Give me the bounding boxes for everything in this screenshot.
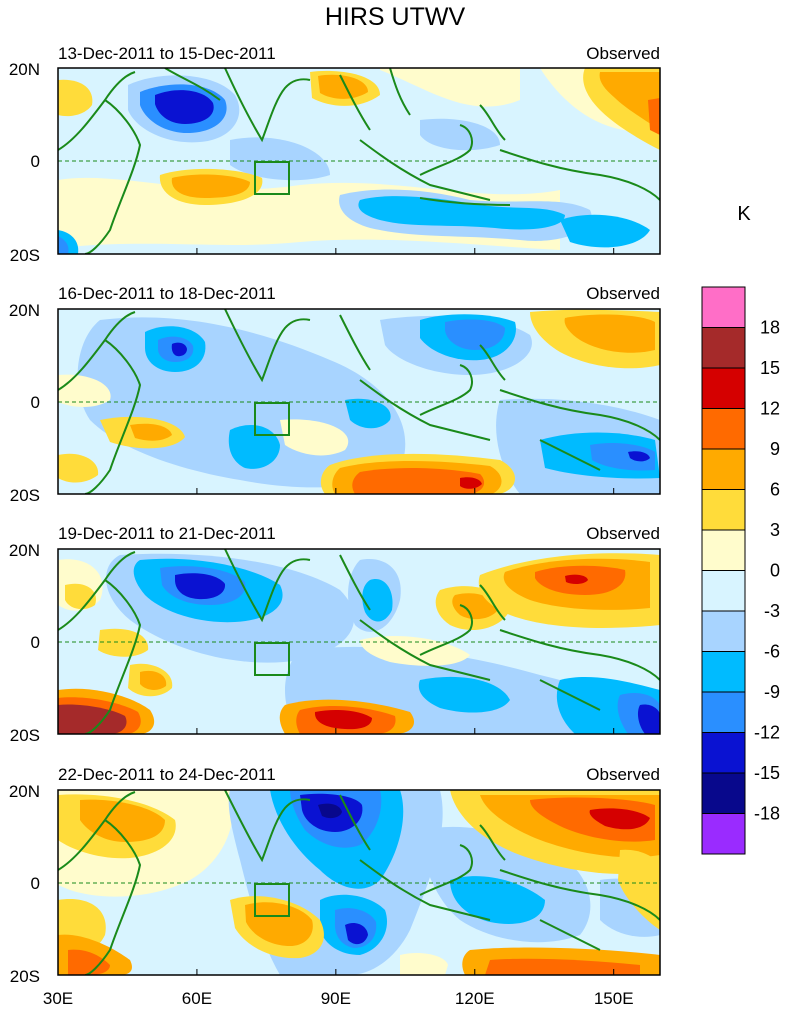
colorbar-label: 3 — [770, 520, 780, 540]
colorbar-swatch — [701, 448, 746, 490]
lon-label-150E: 150E — [594, 989, 634, 1008]
colorbar: 18 15 12 9 6 3 0 -3 -6 -9 -12 -15 -18 — [701, 286, 780, 855]
panel-2-lat-label-south: 20S — [10, 486, 40, 505]
panel-3-lat-label-equator: 0 — [31, 633, 40, 652]
colorbar-swatch — [701, 408, 746, 450]
panel-4-date-range: 22-Dec-2011 to 24-Dec-2011 — [58, 765, 276, 784]
panel-4-coastlines — [58, 790, 660, 975]
panel-1-anomaly-field — [58, 68, 660, 254]
colorbar-label: -9 — [764, 682, 780, 702]
colorbar-label: 18 — [760, 318, 780, 338]
panel-4-region-box — [254, 883, 290, 917]
colorbar-label: -12 — [754, 723, 780, 743]
panel-2: 16-Dec-2011 to 18-Dec-2011 Observed — [9, 284, 661, 505]
panel-3-region-box — [254, 642, 290, 676]
colorbar-swatch — [701, 367, 746, 409]
panel-2-lat-label-north: 20N — [9, 301, 40, 320]
panel-4-lat-label-north: 20N — [9, 782, 40, 801]
colorbar-swatch — [701, 489, 746, 531]
panel-1: 13-Dec-2011 to 15-Dec-2011 Observed — [9, 44, 661, 265]
colorbar-swatch — [701, 651, 746, 693]
longitude-axis: 30E 60E 90E 120E 150E — [43, 248, 634, 1008]
colorbar-label: 0 — [770, 561, 780, 581]
colorbar-label: -3 — [764, 601, 780, 621]
panel-3: 19-Dec-2011 to 21-Dec-2011 Observed — [9, 524, 661, 745]
panel-4: 22-Dec-2011 to 24-Dec-2011 Observed — [9, 765, 661, 986]
panel-3-date-range: 19-Dec-2011 to 21-Dec-2011 — [58, 524, 276, 543]
colorbar-swatch — [701, 529, 746, 571]
panel-2-region-box — [254, 402, 290, 436]
colorbar-swatch — [701, 691, 746, 733]
colorbar-label: -6 — [764, 642, 780, 662]
colorbar-swatch — [701, 327, 746, 369]
panel-1-lat-label-south: 20S — [10, 246, 40, 265]
colorbar-swatch — [701, 772, 746, 814]
lon-label-60E: 60E — [182, 989, 212, 1008]
panel-2-tag: Observed — [586, 284, 660, 303]
panel-3-coastlines — [58, 549, 660, 734]
colorbar-label: 6 — [770, 480, 780, 500]
lon-label-120E: 120E — [455, 989, 495, 1008]
panel-3-lat-label-south: 20S — [10, 726, 40, 745]
panel-3-lat-label-north: 20N — [9, 541, 40, 560]
panel-4-tag: Observed — [586, 765, 660, 784]
panel-1-lat-label-equator: 0 — [31, 152, 40, 171]
panel-1-date-range: 13-Dec-2011 to 15-Dec-2011 — [58, 44, 276, 63]
colorbar-label: 12 — [760, 399, 780, 419]
panel-2-lat-label-equator: 0 — [31, 393, 40, 412]
panel-1-region-box — [254, 161, 290, 195]
lon-label-30E: 30E — [43, 989, 73, 1008]
colorbar-label: -18 — [754, 804, 780, 824]
panel-4-lat-label-equator: 0 — [31, 874, 40, 893]
colorbar-label: 9 — [770, 439, 780, 459]
figure-title: HIRS UTWV — [325, 3, 466, 31]
colorbar-swatch — [701, 570, 746, 612]
panel-1-lat-label-north: 20N — [9, 60, 40, 79]
panel-1-tag: Observed — [586, 44, 660, 63]
panel-2-date-range: 16-Dec-2011 to 18-Dec-2011 — [58, 284, 276, 303]
colorbar-label: 15 — [760, 358, 780, 378]
panel-4-lat-label-south: 20S — [10, 967, 40, 986]
colorbar-swatch — [701, 610, 746, 652]
panel-2-coastlines — [58, 309, 660, 494]
colorbar-label: -15 — [754, 763, 780, 783]
colorbar-swatch — [701, 732, 746, 774]
colorbar-swatch — [701, 286, 746, 328]
colorbar-swatch — [701, 813, 746, 855]
panel-3-tag: Observed — [586, 524, 660, 543]
lon-label-90E: 90E — [321, 989, 351, 1008]
panel-1-coastlines — [58, 68, 660, 254]
units-label: K — [737, 203, 751, 225]
